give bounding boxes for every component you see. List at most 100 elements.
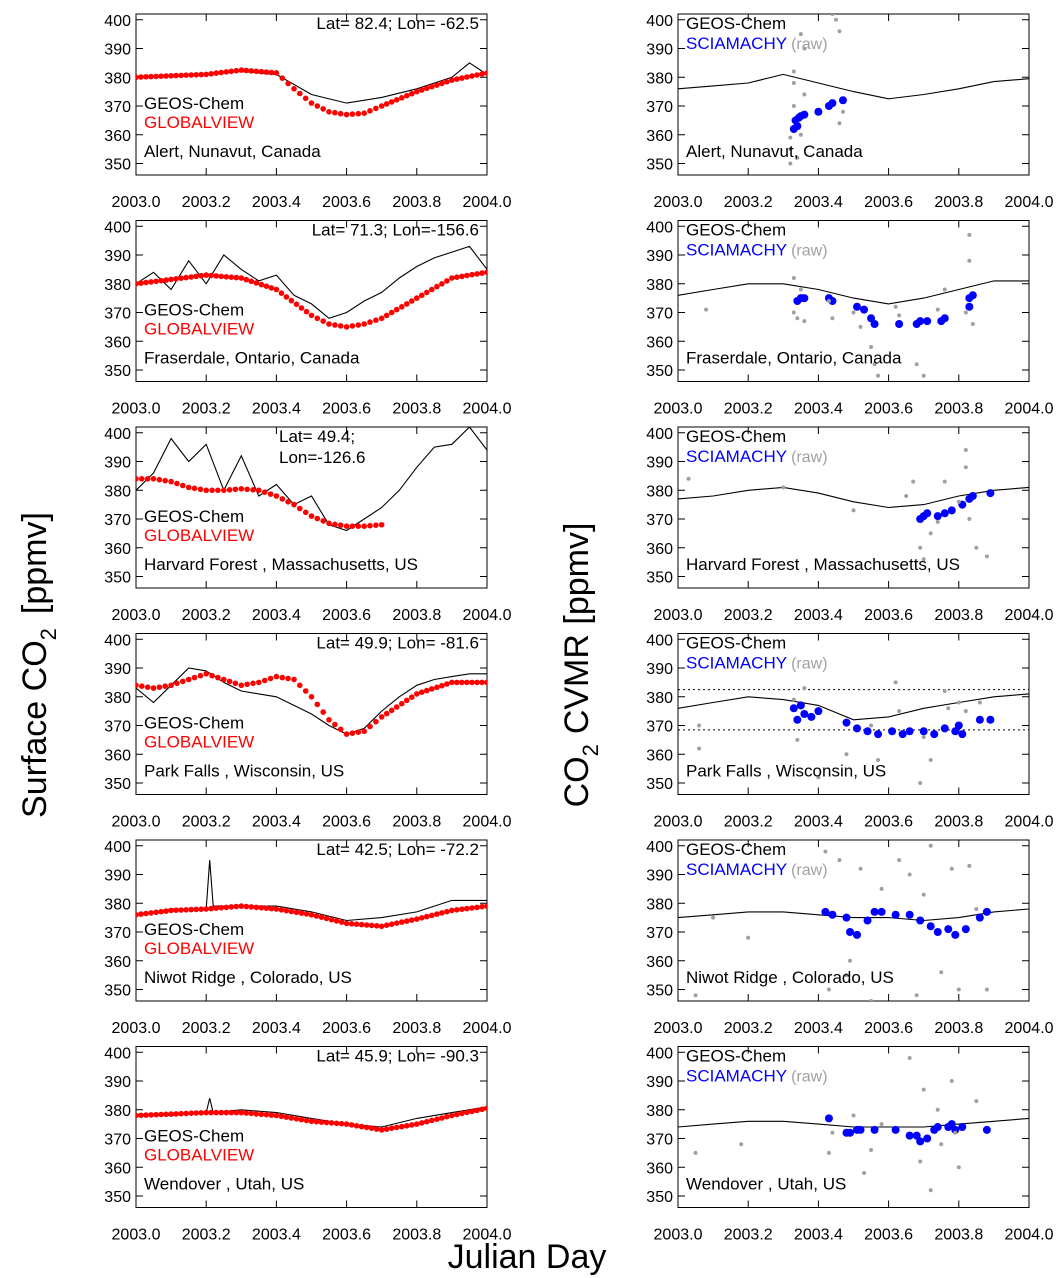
legend-geos-chem: GEOS-Chem bbox=[686, 1047, 786, 1066]
raw-point bbox=[802, 686, 807, 691]
globalview-point bbox=[148, 279, 154, 285]
globalview-point bbox=[454, 1111, 460, 1118]
series-line-geos-chem bbox=[678, 1117, 1029, 1128]
globalview-point bbox=[168, 276, 174, 283]
y-tick-label: 380 bbox=[646, 277, 673, 294]
lat-lon-label: Lat= 45.9; Lon= -90.3 bbox=[316, 1047, 479, 1066]
x-tick-label: 2003.0 bbox=[112, 814, 161, 831]
x-tick-label: 2003.4 bbox=[794, 814, 843, 831]
sciamachy-point bbox=[853, 302, 862, 311]
sciamachy-point bbox=[838, 96, 847, 105]
left-y-axis-label-sub: 2 bbox=[36, 628, 61, 640]
globalview-point bbox=[332, 109, 338, 116]
raw-point bbox=[788, 135, 793, 140]
x-tick-label: 2003.4 bbox=[252, 1020, 301, 1037]
globalview-point bbox=[238, 903, 245, 909]
globalview-point bbox=[469, 905, 475, 911]
globalview-point bbox=[158, 1111, 164, 1118]
globalview-point bbox=[228, 904, 235, 910]
globalview-point bbox=[253, 280, 260, 286]
globalview-point bbox=[469, 73, 475, 79]
raw-point bbox=[798, 32, 803, 37]
globalview-point bbox=[253, 68, 260, 75]
y-tick-label: 380 bbox=[104, 483, 131, 500]
y-tick-label: 380 bbox=[104, 70, 131, 87]
globalview-point bbox=[404, 1123, 410, 1129]
globalview-point bbox=[258, 1111, 265, 1118]
globalview-point bbox=[215, 674, 221, 681]
globalview-point bbox=[198, 272, 204, 279]
raw-point bbox=[893, 304, 898, 309]
globalview-point bbox=[183, 1110, 189, 1117]
globalview-point bbox=[349, 523, 356, 529]
raw-point bbox=[946, 706, 951, 711]
y-tick-label: 370 bbox=[646, 99, 673, 116]
globalview-point bbox=[279, 75, 286, 81]
globalview-point bbox=[136, 281, 139, 287]
raw-point bbox=[921, 735, 926, 739]
globalview-point bbox=[162, 477, 168, 484]
globalview-point bbox=[404, 92, 410, 99]
raw-point bbox=[802, 46, 807, 51]
globalview-point bbox=[168, 907, 174, 914]
globalview-point bbox=[203, 1109, 209, 1116]
station-label: Park Falls , Wisconsin, US bbox=[144, 762, 344, 781]
raw-point bbox=[911, 479, 916, 484]
globalview-point bbox=[158, 277, 164, 284]
globalview-point bbox=[454, 274, 460, 281]
sciamachy-point bbox=[982, 1125, 991, 1134]
legend-globalview: GLOBALVIEW bbox=[144, 733, 254, 752]
globalview-point bbox=[213, 70, 219, 76]
globalview-point bbox=[218, 69, 224, 76]
y-tick-label: 350 bbox=[104, 570, 131, 587]
raw-point bbox=[928, 531, 933, 536]
globalview-point bbox=[367, 108, 373, 114]
globalview-point bbox=[367, 319, 373, 325]
globalview-point bbox=[429, 912, 435, 919]
raw-point bbox=[974, 1099, 979, 1104]
sciamachy-point bbox=[982, 907, 991, 916]
sciamachy-point bbox=[951, 930, 960, 939]
globalview-point bbox=[150, 476, 157, 482]
raw-point bbox=[746, 935, 751, 940]
globalview-point bbox=[449, 907, 455, 914]
globalview-point bbox=[283, 907, 290, 914]
globalview-point bbox=[479, 903, 485, 910]
y-tick-label: 350 bbox=[646, 363, 673, 380]
raw-point bbox=[921, 557, 926, 562]
globalview-point bbox=[303, 1117, 310, 1124]
globalview-point bbox=[232, 680, 239, 687]
raw-point bbox=[921, 1087, 926, 1092]
raw-point bbox=[942, 287, 947, 292]
x-tick-label: 2004.0 bbox=[1005, 194, 1054, 211]
raw-point bbox=[844, 973, 849, 978]
globalview-point bbox=[326, 109, 332, 115]
globalview-point bbox=[368, 922, 375, 929]
globalview-point bbox=[429, 286, 435, 293]
x-tick-label: 2003.4 bbox=[794, 607, 843, 624]
sciamachy-point bbox=[916, 317, 925, 326]
left-y-axis-label-unit: [ppmv] bbox=[16, 512, 54, 614]
plot-area bbox=[136, 62, 487, 118]
series-line-geos-chem bbox=[136, 667, 487, 735]
series-line-geos-chem bbox=[678, 693, 1029, 721]
x-tick-label: 2003.0 bbox=[654, 194, 703, 211]
lat-lon-label: Lon=-126.6 bbox=[279, 448, 366, 467]
globalview-point bbox=[168, 1111, 174, 1117]
globalview-point bbox=[338, 919, 345, 925]
y-tick-label: 390 bbox=[104, 1074, 131, 1091]
raw-point bbox=[893, 680, 898, 685]
y-tick-label: 390 bbox=[646, 868, 673, 885]
globalview-point bbox=[302, 95, 309, 102]
raw-point bbox=[939, 1142, 944, 1147]
raw-point bbox=[851, 1113, 856, 1118]
x-tick-label: 2003.8 bbox=[934, 814, 983, 831]
raw-point bbox=[791, 310, 796, 315]
raw-point bbox=[963, 465, 968, 470]
sciamachy-point bbox=[905, 910, 914, 919]
globalview-point bbox=[393, 1124, 400, 1131]
y-tick-label: 350 bbox=[104, 776, 131, 793]
sciamachy-point bbox=[870, 1125, 879, 1134]
globalview-point bbox=[424, 289, 430, 296]
